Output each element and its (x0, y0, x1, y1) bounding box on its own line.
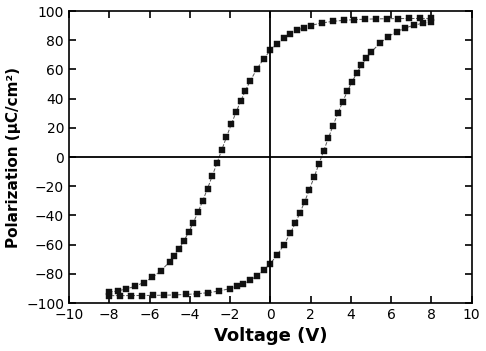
X-axis label: Voltage (V): Voltage (V) (213, 327, 327, 345)
Y-axis label: Polarization (μC/cm²): Polarization (μC/cm²) (5, 67, 20, 247)
